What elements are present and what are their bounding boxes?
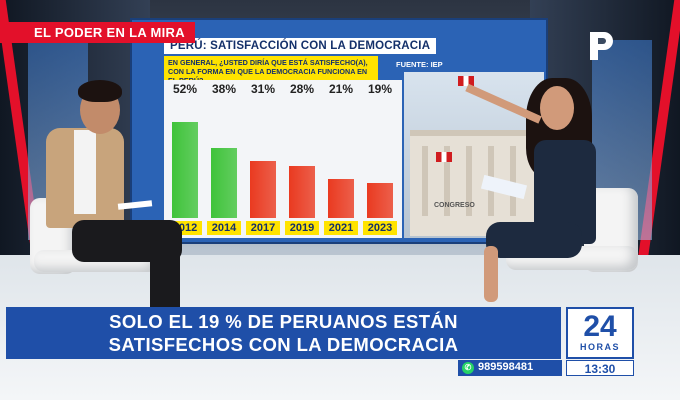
brand-number: 24 [583,310,617,343]
palace-column [444,146,450,216]
year-label: 2014 [207,221,241,235]
whatsapp-bar: ✆ 989598481 [458,360,562,376]
bar-value-label: 52% [172,82,198,96]
bar-2019 [289,166,315,218]
host-leg [484,246,498,302]
program-tag: EL PODER EN LA MIRA [0,22,195,43]
congreso-label: CONGRESO [434,202,475,209]
bar-2021 [328,179,354,218]
bar-value-label: 21% [328,82,354,96]
bar-2017 [250,161,276,218]
peru-flag-icon [436,152,452,162]
panamericana-p-logo-icon [590,32,613,60]
palace-column [510,146,516,216]
chart-area [164,80,402,238]
guest-hair [78,80,122,102]
guest-shirt [74,130,96,214]
24-horas-logo: 24 HORAS [566,307,634,359]
graphic-title: PERÚ: SATISFACCIÓN CON LA DEMOCRACIA [164,38,437,54]
source-label: FUENTE: IEP [396,60,443,69]
palace-column [466,146,472,216]
headline-line-1: SOLO EL 19 % DE PERUANOS ESTÁN [109,311,458,332]
host-head [540,86,574,130]
bar-value-label: 28% [289,82,315,96]
palace-column [422,146,428,216]
whatsapp-number: 989598481 [478,361,534,373]
headline-line-2: SATISFECHOS CON LA DEMOCRACIA [108,334,459,355]
peru-flag-icon [458,76,474,86]
year-label: 2021 [324,221,358,235]
video-wall-graphic: PERÚ: SATISFACCIÓN CON LA DEMOCRACIA EN … [130,18,548,244]
bar-value-label: 19% [367,82,393,96]
bar-value-label: 31% [250,82,276,96]
year-label: 2017 [246,221,280,235]
year-label: 2019 [285,221,319,235]
host-skirt [486,222,582,258]
headline-banner: SOLO EL 19 % DE PERUANOS ESTÁN SATISFECH… [6,307,561,359]
bar-2012 [172,122,198,218]
guest-leg [150,240,180,320]
bar-value-label: 38% [211,82,237,96]
clock: 13:30 [566,360,634,376]
bar-2014 [211,148,237,218]
year-label: 2023 [363,221,397,235]
bar-2023 [367,183,393,218]
brand-subtitle: HORAS [579,342,620,352]
whatsapp-icon: ✆ [462,362,474,374]
